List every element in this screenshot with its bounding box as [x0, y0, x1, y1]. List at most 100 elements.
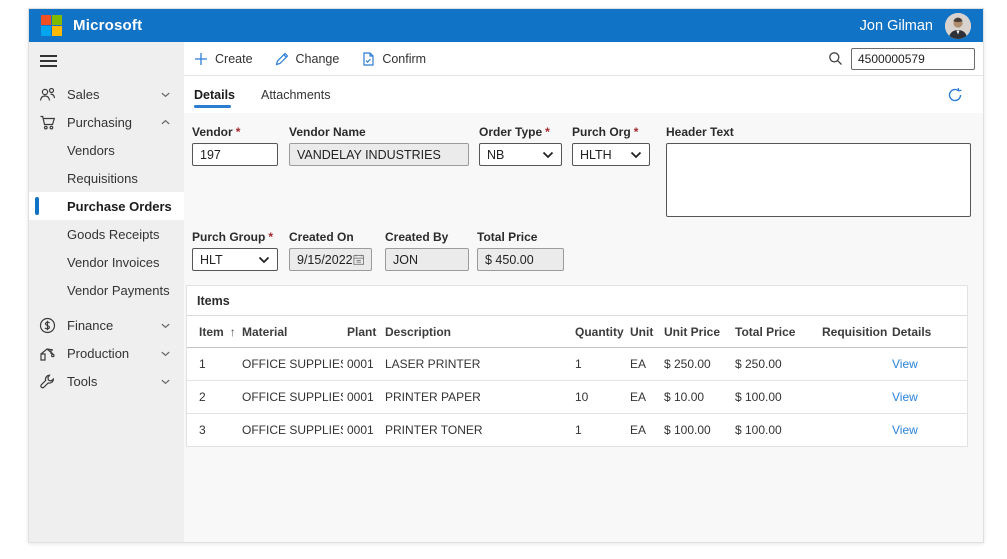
cell-unit: EA	[626, 347, 660, 381]
app-window: Microsoft Jon Gilman	[28, 8, 984, 543]
sidebar-item-label: Purchase Orders	[67, 198, 172, 214]
command-toolbar: Create Change Confirm	[184, 42, 983, 76]
sidebar-item-purchase-orders[interactable]: Purchase Orders	[29, 192, 184, 220]
sidebar-item-requisitions[interactable]: Requisitions	[29, 164, 184, 192]
sidebar-item-label: Sales	[67, 86, 100, 102]
items-table: Item ↑ Material Plant Description Quantit…	[187, 316, 967, 446]
items-header-row: Item ↑ Material Plant Description Quantit…	[187, 316, 967, 348]
cell-requisition	[818, 380, 888, 414]
items-card: Items Item ↑ Material Plant	[186, 285, 968, 447]
confirm-button[interactable]: Confirm	[361, 52, 426, 66]
cell-description: PRINTER PAPER	[381, 380, 571, 414]
user-name: Jon Gilman	[859, 17, 933, 34]
purch-group-label: Purch Group *	[192, 230, 274, 244]
people-icon	[39, 87, 56, 101]
chevron-down-icon	[161, 92, 170, 97]
cell-quantity: 1	[575, 423, 582, 437]
chevron-down-icon	[161, 379, 170, 384]
cell-quantity: 10	[571, 380, 626, 414]
change-button[interactable]: Change	[275, 51, 340, 66]
sidebar-item-purchasing[interactable]: Purchasing	[29, 108, 184, 136]
cell-material: OFFICE SUPPLIES	[238, 347, 343, 381]
col-plant[interactable]: Plant	[343, 316, 381, 348]
cell-plant: 0001	[343, 380, 381, 414]
cell-plant: 0001	[343, 347, 381, 381]
col-material[interactable]: Material	[238, 316, 343, 348]
vendor-label: Vendor *	[192, 125, 241, 139]
hamburger-menu-button[interactable]	[29, 48, 184, 74]
col-requisition[interactable]: Requisition	[818, 316, 888, 348]
cell-requisition	[818, 347, 888, 381]
create-button[interactable]: Create	[194, 52, 253, 66]
sidebar-item-finance[interactable]: Finance	[29, 311, 184, 339]
cell-unit-price: $ 100.00	[664, 423, 711, 437]
view-link[interactable]: View	[892, 423, 918, 437]
header-text-label: Header Text	[666, 125, 734, 139]
purch-org-label: Purch Org *	[572, 125, 639, 139]
change-button-label: Change	[295, 51, 340, 66]
col-total-price[interactable]: Total Price	[731, 316, 818, 348]
col-item[interactable]: Item ↑	[187, 316, 238, 348]
sidebar-item-vendor-payments[interactable]: Vendor Payments	[29, 276, 184, 304]
factory-crane-icon	[40, 347, 55, 361]
sidebar-item-goods-receipts[interactable]: Goods Receipts	[29, 220, 184, 248]
col-quantity[interactable]: Quantity	[571, 316, 626, 348]
cell-unit-price: $ 10.00	[660, 380, 731, 414]
sort-ascending-icon: ↑	[229, 325, 236, 339]
total-price-label: Total Price	[477, 230, 538, 244]
sidebar-item-label: Purchasing	[67, 114, 133, 130]
col-description[interactable]: Description	[381, 316, 571, 348]
sidebar-item-label: Vendors	[67, 142, 115, 158]
cell-total-price: $ 100.00	[731, 380, 818, 414]
sidebar-item-label: Goods Receipts	[67, 226, 160, 242]
refresh-icon[interactable]	[947, 87, 963, 103]
sidebar-item-sales[interactable]: Sales	[29, 80, 184, 108]
chevron-up-icon	[161, 119, 170, 124]
cell-unit: EA	[630, 423, 647, 437]
sidebar-item-vendors[interactable]: Vendors	[29, 136, 184, 164]
header-text-field[interactable]	[666, 143, 971, 217]
sidebar-item-vendor-invoices[interactable]: Vendor Invoices	[29, 248, 184, 276]
table-row: 2 OFFICE SUPPLIES 0001 PRINTER PAPER 10 …	[187, 380, 967, 414]
table-row: 3 OFFICE SUPPLIES 0001 PRINTER TONER 1 E…	[187, 414, 967, 447]
cell-item: 3	[199, 423, 206, 437]
tab-details[interactable]: Details	[194, 76, 235, 113]
col-unit[interactable]: Unit	[626, 316, 660, 348]
confirm-button-label: Confirm	[382, 51, 427, 66]
chevron-down-icon	[258, 256, 270, 263]
order-type-dropdown[interactable]: NB	[479, 143, 562, 166]
calendar-icon	[353, 254, 364, 265]
sidebar-item-tools[interactable]: Tools	[29, 367, 184, 395]
search-input[interactable]	[851, 47, 975, 70]
cart-icon	[40, 115, 56, 130]
col-unit-price[interactable]: Unit Price	[660, 316, 731, 348]
wrench-icon	[40, 374, 55, 388]
sidebar-item-production[interactable]: Production	[29, 339, 184, 367]
sidebar-item-label: Production	[67, 345, 130, 361]
avatar[interactable]	[945, 12, 971, 39]
vendor-name-label: Vendor Name	[289, 125, 366, 139]
total-price-field: $ 450.00	[477, 248, 564, 271]
required-marker: *	[235, 125, 241, 139]
vendor-field[interactable]: 197	[192, 143, 278, 166]
cell-total-price: $ 100.00	[735, 423, 782, 437]
search-icon	[829, 52, 842, 65]
col-details[interactable]: Details	[888, 316, 967, 348]
vendor-name-field: VANDELAY INDUSTRIES	[289, 143, 469, 166]
cell-unit: EA	[626, 380, 660, 414]
hamburger-icon	[40, 52, 57, 70]
view-link[interactable]: View	[892, 357, 918, 371]
cell-item: 1	[187, 347, 238, 381]
cell-description: LASER PRINTER	[381, 347, 571, 381]
create-button-label: Create	[215, 51, 253, 66]
cell-total-price: $ 250.00	[731, 347, 818, 381]
required-marker: *	[545, 125, 550, 139]
cell-material: OFFICE SUPPLIES	[238, 380, 343, 414]
chevron-down-icon	[630, 151, 642, 158]
purch-group-dropdown[interactable]: HLT	[192, 248, 278, 271]
tab-attachments[interactable]: Attachments	[261, 76, 330, 113]
purch-org-dropdown[interactable]: HLTH	[572, 143, 650, 166]
view-link[interactable]: View	[892, 390, 918, 404]
sidebar-item-label: Tools	[67, 373, 98, 389]
items-title: Items	[187, 286, 967, 316]
